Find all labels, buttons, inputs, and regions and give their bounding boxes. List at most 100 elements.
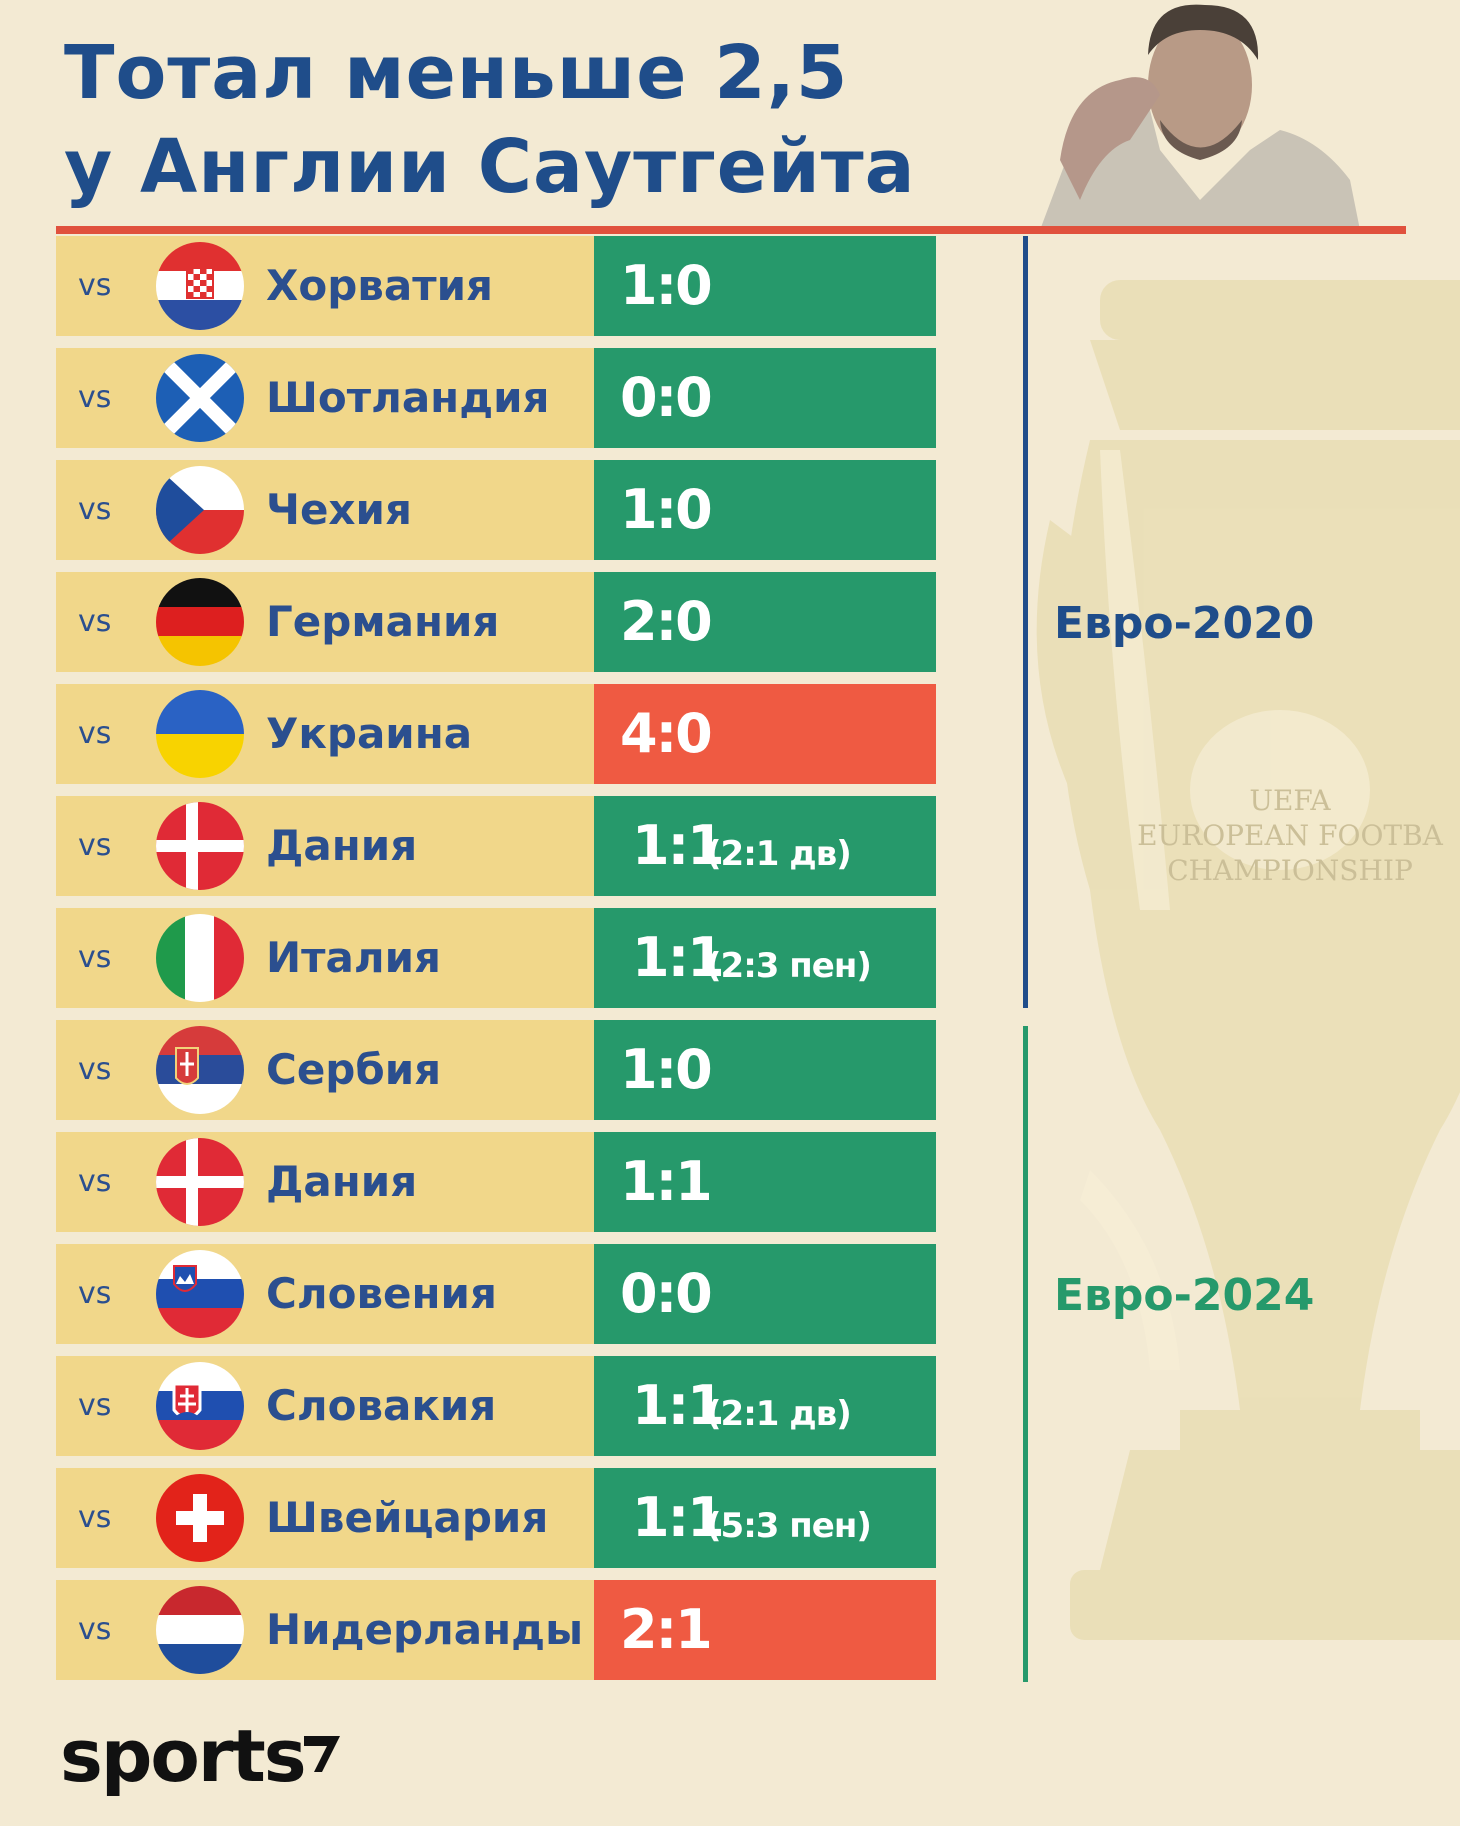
- page-title: Тотал меньше 2,5 у Англии Саутгейта: [64, 26, 916, 214]
- score-cell: 0:0: [594, 1244, 936, 1344]
- slovakia-flag-icon: [156, 1362, 244, 1450]
- team-name: Словакия: [266, 1381, 497, 1430]
- italy-flag-icon: [156, 914, 244, 1002]
- team-cell: vs Украина: [56, 684, 594, 784]
- team-cell: vs Хорватия: [56, 236, 594, 336]
- euro2020-label: Евро-2020: [1054, 598, 1315, 649]
- denmark-flag-icon: [156, 802, 244, 890]
- team-name: Словения: [266, 1269, 497, 1318]
- slovenia-flag-icon: [156, 1250, 244, 1338]
- vs-label: vs: [78, 1164, 112, 1199]
- sports-logo-mark-icon: [304, 1736, 340, 1772]
- score-cell: 1:1 (2:3 пен): [594, 908, 936, 1008]
- vs-label: vs: [78, 604, 112, 639]
- score-cell: 1:1 (2:1 дв): [594, 796, 936, 896]
- score-cell: 2:1: [594, 1580, 936, 1680]
- czechia-flag-icon: [156, 466, 244, 554]
- trophy-text-2: EUROPEAN FOOTBA: [1137, 819, 1444, 852]
- trophy-text-3: CHAMPIONSHIP: [1167, 854, 1413, 887]
- score-value: 1:1: [632, 814, 725, 877]
- match-row: vs Словения 0:0: [56, 1244, 936, 1344]
- vs-label: vs: [78, 1052, 112, 1087]
- team-cell: vs Дания: [56, 1132, 594, 1232]
- team-name: Германия: [266, 597, 500, 646]
- score-cell: 1:0: [594, 1020, 936, 1120]
- title-line-1: Тотал меньше 2,5: [64, 30, 849, 116]
- switzerland-flag-icon: [156, 1474, 244, 1562]
- match-row: vs Шотландия 0:0: [56, 348, 936, 448]
- trophy-text-1: UEFA: [1249, 784, 1331, 817]
- vs-label: vs: [78, 1500, 112, 1535]
- match-row: vs Швейцария 1:1 (5:3 пен): [56, 1468, 936, 1568]
- denmark-flag-icon: [156, 1138, 244, 1226]
- coach-photo: [1040, 4, 1360, 230]
- team-name: Хорватия: [266, 261, 493, 310]
- vs-label: vs: [78, 1388, 112, 1423]
- team-name: Нидерланды: [266, 1605, 584, 1654]
- team-cell: vs Словения: [56, 1244, 594, 1344]
- score-value: 2:0: [620, 590, 713, 653]
- vs-label: vs: [78, 492, 112, 527]
- euro2020-bracket-line: [1023, 236, 1028, 1008]
- vs-label: vs: [78, 716, 112, 751]
- vs-label: vs: [78, 268, 112, 303]
- score-note: (2:1 дв): [706, 834, 852, 874]
- germany-flag-icon: [156, 578, 244, 666]
- vs-label: vs: [78, 380, 112, 415]
- team-cell: vs Нидерланды: [56, 1580, 594, 1680]
- team-name: Дания: [266, 1157, 418, 1206]
- score-cell: 4:0: [594, 684, 936, 784]
- vs-label: vs: [78, 1612, 112, 1647]
- score-cell: 2:0: [594, 572, 936, 672]
- vs-label: vs: [78, 828, 112, 863]
- team-cell: vs Чехия: [56, 460, 594, 560]
- score-value: 1:0: [620, 1038, 713, 1101]
- team-name: Шотландия: [266, 373, 550, 422]
- score-cell: 1:1 (5:3 пен): [594, 1468, 936, 1568]
- team-cell: vs Словакия: [56, 1356, 594, 1456]
- team-cell: vs Шотландия: [56, 348, 594, 448]
- team-name: Дания: [266, 821, 418, 870]
- score-value: 4:0: [620, 702, 713, 765]
- score-note: (2:3 пен): [706, 946, 872, 986]
- title-divider: [56, 226, 1406, 234]
- vs-label: vs: [78, 1276, 112, 1311]
- score-value: 0:0: [620, 1262, 713, 1325]
- score-value: 1:1: [632, 1374, 725, 1437]
- score-cell: 0:0: [594, 348, 936, 448]
- score-cell: 1:0: [594, 460, 936, 560]
- sports-logo: sports: [60, 1714, 307, 1798]
- match-row: vs Дания 1:1: [56, 1132, 936, 1232]
- team-cell: vs Италия: [56, 908, 594, 1008]
- team-name: Чехия: [266, 485, 412, 534]
- team-cell: vs Швейцария: [56, 1468, 594, 1568]
- team-cell: vs Дания: [56, 796, 594, 896]
- match-row: vs Хорватия 1:0: [56, 236, 936, 336]
- team-cell: vs Германия: [56, 572, 594, 672]
- match-row: vs Германия 2:0: [56, 572, 936, 672]
- score-value: 2:1: [620, 1598, 713, 1661]
- score-cell: 1:0: [594, 236, 936, 336]
- euro2024-label: Евро-2024: [1054, 1270, 1315, 1321]
- team-cell: vs Сербия: [56, 1020, 594, 1120]
- score-value: 1:1: [620, 1150, 713, 1213]
- title-line-2: у Англии Саутгейта: [64, 124, 916, 210]
- score-value: 1:0: [620, 254, 713, 317]
- euro2024-bracket-line: [1023, 1026, 1028, 1682]
- team-name: Сербия: [266, 1045, 442, 1094]
- score-cell: 1:1: [594, 1132, 936, 1232]
- serbia-flag-icon: [156, 1026, 244, 1114]
- match-row: vs Сербия 1:0: [56, 1020, 936, 1120]
- match-row: vs Чехия 1:0: [56, 460, 936, 560]
- match-row: vs Словакия 1:1 (2:1 дв): [56, 1356, 936, 1456]
- score-value: 1:1: [632, 926, 725, 989]
- trophy-watermark: UEFA EUROPEAN FOOTBA CHAMPIONSHIP: [1036, 280, 1460, 1640]
- match-row: vs Украина 4:0: [56, 684, 936, 784]
- scotland-flag-icon: [156, 354, 244, 442]
- score-value: 1:1: [632, 1486, 725, 1549]
- team-name: Швейцария: [266, 1493, 549, 1542]
- team-name: Италия: [266, 933, 441, 982]
- match-row: vs Италия 1:1 (2:3 пен): [56, 908, 936, 1008]
- score-note: (5:3 пен): [706, 1506, 872, 1546]
- score-value: 1:0: [620, 478, 713, 541]
